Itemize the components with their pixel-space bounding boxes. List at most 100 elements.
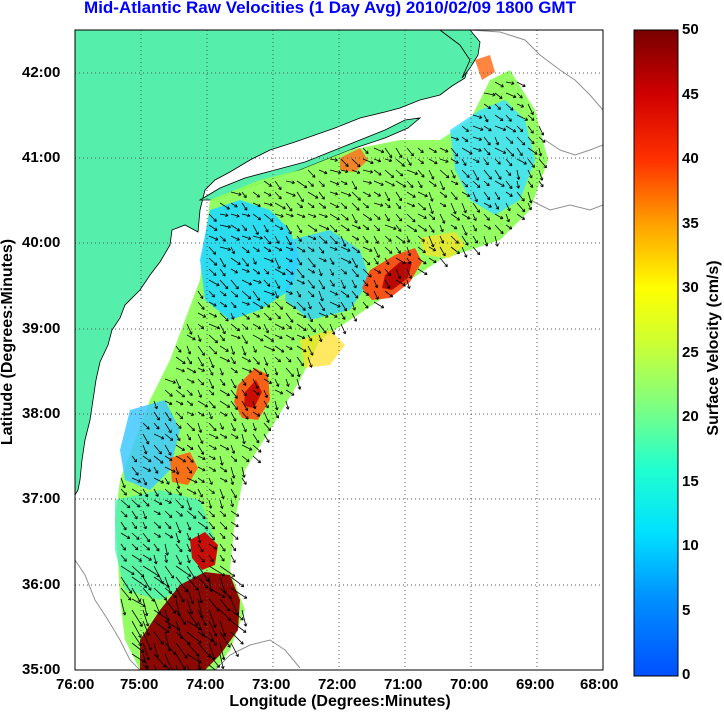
velocity-arrow: [219, 466, 228, 473]
velocity-arrow: [428, 191, 434, 202]
velocity-arrow: [340, 268, 347, 275]
velocity-arrow: [296, 323, 307, 331]
velocity-arrow: [527, 125, 534, 134]
velocity-arrow: [296, 213, 306, 218]
velocity-arrow: [186, 411, 195, 416]
velocity-arrow: [274, 268, 286, 276]
velocity-arrow: [307, 312, 313, 323]
velocity-arrow: [351, 301, 356, 311]
velocity-arrow: [252, 257, 257, 265]
velocity-arrow: [219, 631, 231, 648]
velocity-arrow: [351, 279, 357, 289]
velocity-arrow: [230, 257, 241, 265]
velocity-arrow: [197, 631, 214, 642]
velocity-arrow: [142, 543, 150, 551]
velocity-arrow: [318, 235, 328, 244]
velocity-arrow: [494, 147, 507, 154]
map-title: Mid-Atlantic Raw Velocities (1 Day Avg) …: [84, 0, 576, 17]
velocity-arrow: [219, 554, 225, 562]
velocity-arrow: [208, 554, 214, 563]
velocity-arrow: [186, 433, 191, 441]
velocity-arrow: [296, 279, 305, 285]
velocity-arrow: [527, 191, 533, 204]
velocity-arrow: [164, 477, 170, 485]
velocity-arrow: [329, 180, 340, 186]
velocity-arrow: [483, 114, 489, 123]
velocity-arrow: [142, 598, 149, 617]
velocity-arrow: [164, 510, 173, 518]
velocity-arrow: [505, 125, 517, 133]
velocity-arrow: [340, 202, 348, 209]
velocity-arrow: [241, 257, 249, 267]
x-tick-label: 73:00: [252, 676, 291, 693]
velocity-arrow: [197, 565, 210, 582]
velocity-arrow: [186, 532, 191, 541]
velocity-arrow: [516, 103, 525, 108]
velocity-arrow: [494, 180, 505, 187]
velocity-arrow: [219, 334, 225, 342]
velocity-arrow: [483, 191, 491, 201]
velocity-arrow: [439, 202, 447, 207]
velocity-arrow: [516, 81, 526, 88]
velocity-arrow: [340, 213, 349, 221]
velocity-arrow: [329, 323, 336, 335]
velocity-arrow: [296, 191, 304, 203]
velocity-arrow: [538, 125, 545, 136]
velocity-arrow: [373, 191, 381, 197]
velocity-arrow: [197, 477, 205, 483]
velocity-arrow: [428, 213, 436, 220]
velocity-arrow: [395, 257, 406, 265]
velocity-arrow: [241, 356, 252, 363]
velocity-arrow: [153, 554, 158, 565]
velocity-arrow: [208, 400, 216, 409]
velocity-arrow: [230, 543, 237, 552]
velocity-arrow: [494, 235, 499, 247]
velocity-arrow: [120, 521, 127, 531]
velocity-arrow: [450, 191, 458, 200]
velocity-arrow: [175, 389, 186, 398]
velocity-arrow: [263, 213, 274, 222]
velocity-arrow: [494, 191, 500, 201]
velocity-arrow: [219, 257, 226, 268]
velocity-arrow: [340, 257, 352, 264]
velocity-arrow: [208, 609, 217, 628]
velocity-arrow: [186, 521, 192, 531]
velocity-arrow: [285, 400, 290, 410]
velocity-arrow: [318, 290, 324, 302]
velocity-arrow: [274, 290, 279, 299]
velocity-arrow: [252, 455, 261, 464]
velocity-arrow: [340, 323, 347, 335]
colorbar-tick-label: 15: [682, 473, 699, 490]
velocity-arrow: [472, 114, 483, 119]
velocity-arrow: [120, 587, 132, 601]
velocity-arrow: [384, 235, 392, 242]
velocity-arrow: [252, 213, 262, 221]
velocity-arrow: [263, 356, 269, 366]
velocity-arrow: [241, 609, 248, 627]
y-tick-label: 38:00: [22, 405, 61, 422]
velocity-arrow: [142, 631, 152, 651]
velocity-arrow: [274, 323, 285, 330]
y-axis-label: Latitude (Degrees:Minutes): [0, 238, 16, 446]
velocity-arrow: [186, 609, 198, 627]
velocity-arrow: [307, 356, 313, 368]
velocity-arrow: [274, 312, 281, 320]
velocity-arrow: [340, 290, 350, 298]
velocity-arrow: [153, 411, 160, 421]
velocity-arrow: [164, 411, 172, 422]
velocity-arrow: [329, 213, 340, 221]
velocity-arrow: [164, 565, 175, 579]
velocity-arrow: [153, 532, 161, 538]
land-mainland: [75, 30, 471, 496]
velocity-arrow: [318, 246, 325, 254]
velocity-arrow: [494, 114, 504, 121]
velocity-arrow: [164, 400, 173, 405]
velocity-arrow: [230, 378, 237, 389]
velocity-arrow: [131, 532, 140, 540]
velocity-arrow: [329, 268, 334, 276]
velocity-arrow: [318, 279, 325, 290]
velocity-arrow: [450, 213, 461, 221]
x-tick-label: 72:00: [318, 676, 357, 693]
velocity-arrow: [131, 499, 141, 508]
velocity-arrow: [263, 367, 269, 378]
